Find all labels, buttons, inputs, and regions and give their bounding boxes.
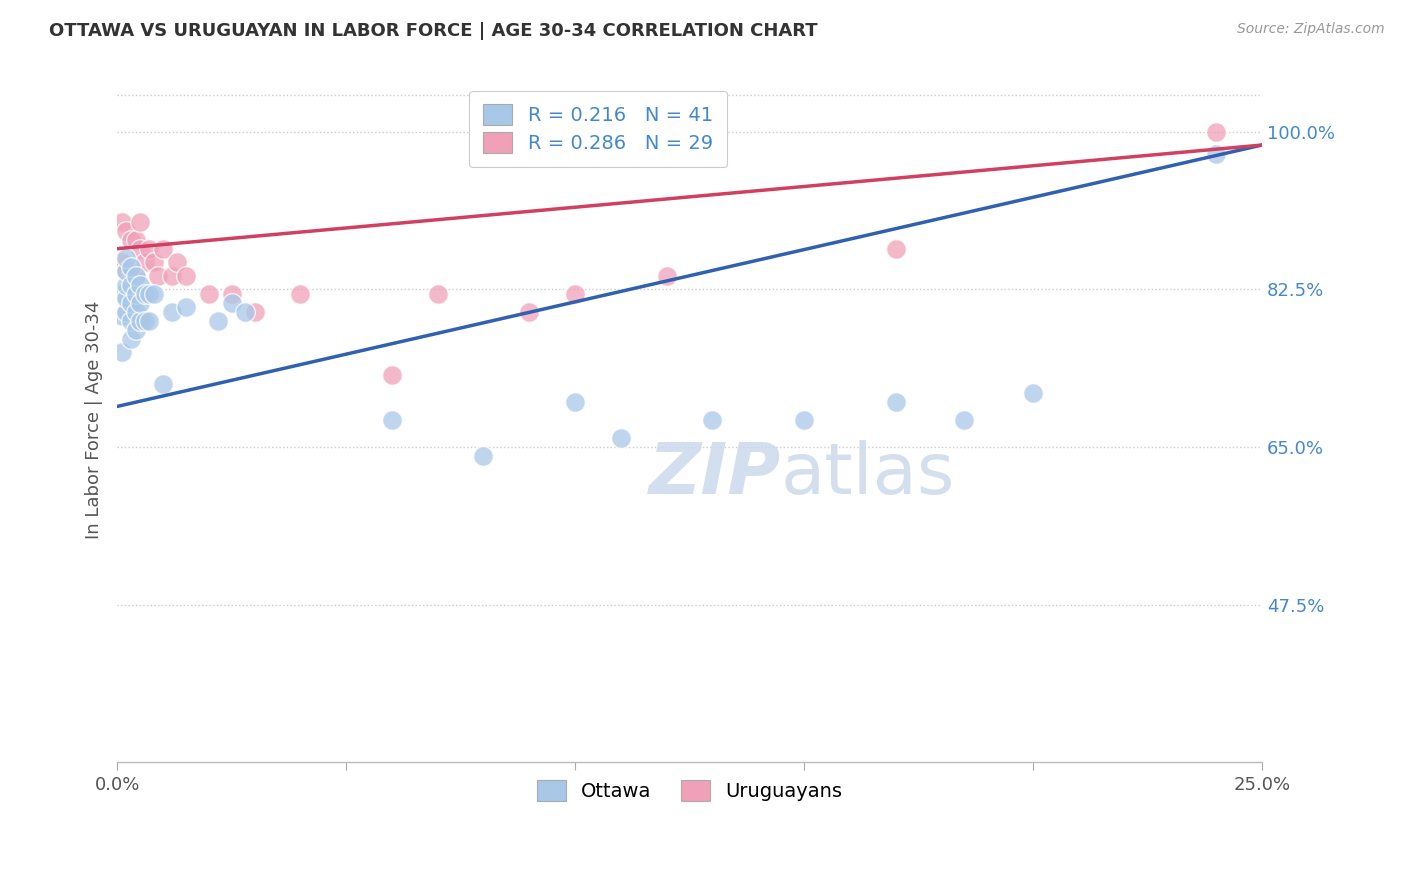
- Point: [221, 286, 243, 301]
- Point: [134, 255, 156, 269]
- Point: [111, 286, 134, 301]
- Point: [111, 310, 134, 324]
- Point: [884, 395, 907, 409]
- Point: [142, 255, 165, 269]
- Point: [120, 314, 142, 328]
- Point: [702, 413, 724, 427]
- Point: [115, 224, 138, 238]
- Point: [1022, 385, 1045, 400]
- Point: [472, 449, 495, 463]
- Point: [160, 268, 183, 283]
- Point: [148, 268, 170, 283]
- Text: atlas: atlas: [782, 441, 956, 509]
- Text: ZIP: ZIP: [650, 441, 782, 509]
- Text: OTTAWA VS URUGUAYAN IN LABOR FORCE | AGE 30-34 CORRELATION CHART: OTTAWA VS URUGUAYAN IN LABOR FORCE | AGE…: [49, 22, 818, 40]
- Point: [120, 277, 142, 292]
- Point: [120, 260, 142, 274]
- Point: [124, 268, 146, 283]
- Point: [166, 255, 188, 269]
- Point: [138, 286, 160, 301]
- Point: [610, 431, 633, 445]
- Point: [120, 233, 142, 247]
- Point: [160, 305, 183, 319]
- Point: [152, 376, 174, 391]
- Point: [115, 264, 138, 278]
- Point: [290, 286, 312, 301]
- Legend: Ottawa, Uruguayans: Ottawa, Uruguayans: [523, 766, 856, 814]
- Point: [138, 314, 160, 328]
- Y-axis label: In Labor Force | Age 30-34: In Labor Force | Age 30-34: [86, 301, 103, 539]
- Point: [124, 233, 146, 247]
- Text: Source: ZipAtlas.com: Source: ZipAtlas.com: [1237, 22, 1385, 37]
- Point: [120, 332, 142, 346]
- Point: [426, 286, 449, 301]
- Point: [564, 286, 586, 301]
- Point: [115, 291, 138, 305]
- Point: [1205, 147, 1227, 161]
- Point: [111, 214, 134, 228]
- Point: [111, 345, 134, 359]
- Point: [115, 251, 138, 265]
- Point: [129, 277, 152, 292]
- Point: [197, 286, 219, 301]
- Point: [129, 295, 152, 310]
- Point: [129, 314, 152, 328]
- Point: [124, 268, 146, 283]
- Point: [793, 413, 815, 427]
- Point: [124, 323, 146, 337]
- Point: [235, 305, 257, 319]
- Point: [1205, 124, 1227, 138]
- Point: [129, 214, 152, 228]
- Point: [115, 277, 138, 292]
- Point: [120, 295, 142, 310]
- Point: [564, 395, 586, 409]
- Point: [953, 413, 976, 427]
- Point: [134, 314, 156, 328]
- Point: [517, 305, 540, 319]
- Point: [124, 305, 146, 319]
- Point: [207, 314, 229, 328]
- Point: [655, 268, 678, 283]
- Point: [381, 368, 404, 382]
- Point: [138, 242, 160, 256]
- Point: [243, 305, 266, 319]
- Point: [115, 264, 138, 278]
- Point: [111, 255, 134, 269]
- Point: [124, 286, 146, 301]
- Point: [381, 413, 404, 427]
- Point: [142, 286, 165, 301]
- Point: [129, 242, 152, 256]
- Point: [884, 242, 907, 256]
- Point: [120, 264, 142, 278]
- Point: [174, 300, 197, 314]
- Point: [115, 305, 138, 319]
- Point: [134, 286, 156, 301]
- Point: [221, 295, 243, 310]
- Point: [152, 242, 174, 256]
- Point: [174, 268, 197, 283]
